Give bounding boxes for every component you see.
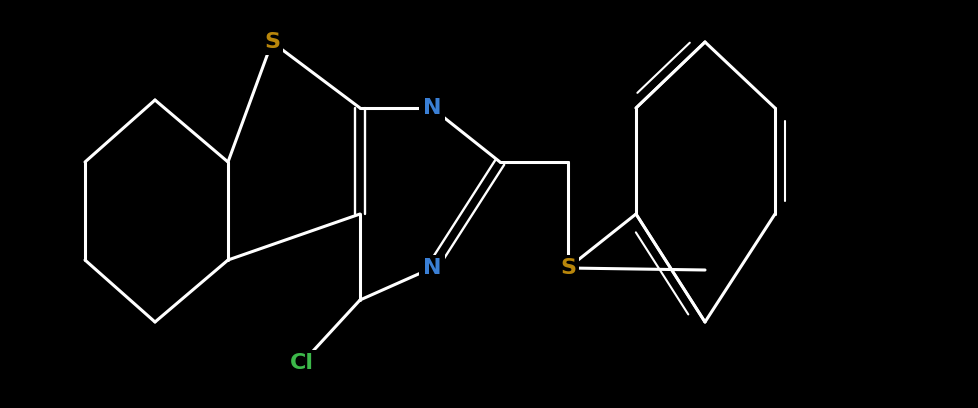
Text: N: N [422, 98, 441, 118]
Text: S: S [264, 32, 280, 52]
Text: N: N [422, 258, 441, 278]
Text: S: S [559, 258, 575, 278]
Text: Cl: Cl [289, 353, 314, 373]
